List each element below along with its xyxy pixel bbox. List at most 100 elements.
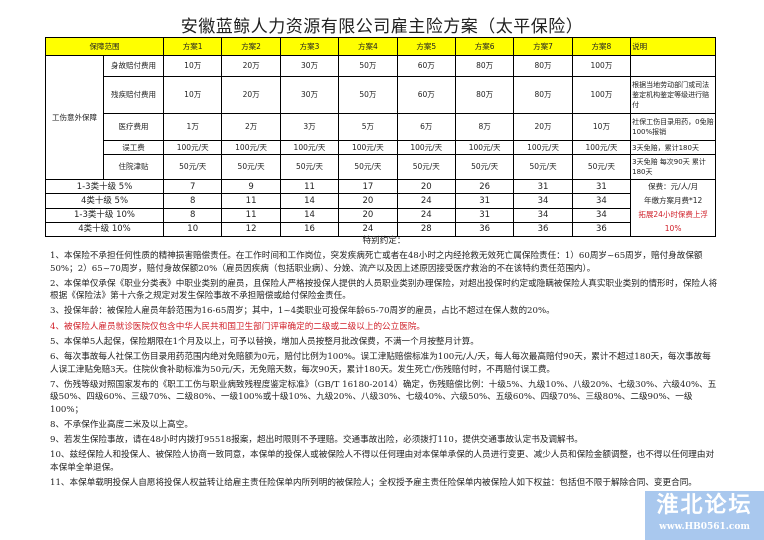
value-cell: 20万: [221, 55, 281, 77]
premium-value: 14: [279, 207, 340, 223]
premium-value: 20: [396, 178, 456, 195]
special-term-item: 11、本保单载明投保人自愿将投保人权益转让给雇主责任险保单内所列明的被保险人；全…: [50, 478, 697, 489]
special-term-item: 6、每次事故每人社保工伤目录用药范围内绝对免赔额为0元，赔付比例为100%。误工…: [50, 352, 711, 375]
premium-value: 10: [162, 221, 223, 238]
row-label: 住院津贴: [103, 154, 164, 180]
premium-value: 36: [513, 221, 573, 238]
note-cell: 3天免赔，累计180天: [630, 140, 717, 155]
premium-note: 保费：元/人/月 年缴方案月费*12 拓展24小时保费上浮10%: [630, 179, 717, 237]
value-cell: 60万: [396, 55, 456, 77]
premium-value: 31: [571, 178, 632, 195]
premium-value: 11: [279, 178, 340, 195]
group-label: 工伤意外保障: [45, 55, 104, 180]
premium-value: 36: [571, 221, 632, 238]
watermark-url: www.HB0561.com: [659, 522, 750, 532]
header-cell: 方案5: [396, 37, 456, 56]
premium-note-line: 拓展24小时保费上浮10%: [638, 210, 708, 233]
premium-value: 17: [338, 178, 398, 195]
premium-value: 12: [221, 221, 281, 238]
value-cell: 100元/天: [221, 140, 281, 155]
premium-value: 9: [221, 178, 281, 195]
value-cell: 100元/天: [338, 140, 398, 155]
value-cell: 100元/天: [454, 140, 515, 155]
header-cell: 方案4: [338, 37, 398, 56]
special-term-item: 9、若发生保险事故，请在48小时内拨打95518报案，超出时限则不予理赔。交通事…: [50, 435, 583, 446]
watermark-name: 淮北论坛: [656, 493, 753, 518]
premium-value: 8: [162, 193, 223, 209]
value-cell: 1万: [162, 113, 223, 141]
value-cell: 30万: [279, 76, 340, 114]
value-cell: 100万: [571, 55, 632, 77]
special-term-item: 2、本保单仅承保《职业分类表》中职业类别的雇员，且保险人严格按投保人提供的人员职…: [50, 278, 718, 302]
special-term-item: 3、投保年龄：被保险人雇员年龄范围为16-65周岁；其中，1~4类职业可投保年龄…: [50, 306, 555, 317]
premium-value: 28: [396, 221, 456, 238]
special-terms: 特别约定： 1、本保险不承担任何性质的精神损害赔偿责任。在工作时间和工作岗位，突…: [50, 235, 718, 489]
premium-value: 20: [338, 207, 398, 223]
premium-row: 4类十级 10% 10 12 16 24 28 36 36 36: [45, 221, 716, 238]
value-cell: 50元/天: [396, 154, 456, 180]
premium-value: 20: [338, 193, 398, 209]
premium-note-line: 年缴方案月费*12: [643, 196, 703, 205]
value-cell: 50万: [338, 76, 398, 114]
value-cell: 10万: [162, 76, 223, 114]
row-label: 残疾赔付费用: [103, 76, 164, 114]
table-row: 工伤意外保障 身故赔付费用 10万 20万 30万 50万 60万 80万 80万 100万: [45, 55, 717, 180]
value-cell: 50元/天: [221, 154, 281, 180]
value-cell: 80万: [513, 55, 573, 77]
note-cell: 根据当地劳动部门或司法鉴定机构鉴定等级进行赔付: [630, 76, 717, 114]
premium-value: 24: [396, 207, 456, 223]
note-cell: 社保工伤目录用药，0免赔100%报销: [630, 113, 717, 141]
header-cell: 方案3: [279, 37, 340, 56]
header-cell: 方案1: [162, 37, 223, 56]
premium-label: 1-3类十级 10%: [45, 207, 164, 223]
special-term-item: 7、伤残等级对照国家发布的《职工工伤与职业病致残程度鉴定标准》（GB/T 161…: [50, 379, 717, 415]
value-cell: 50万: [338, 55, 398, 77]
premium-value: 31: [513, 178, 573, 195]
premium-value: 34: [571, 193, 632, 209]
row-label: 医疗费用: [103, 113, 164, 141]
value-cell: 80万: [513, 76, 573, 114]
premium-value: 34: [571, 207, 632, 223]
special-term-item: 8、不承保作业高度二米及以上高空。: [50, 419, 193, 430]
premium-value: 7: [162, 178, 223, 195]
premium-row: 1-3类十级 10% 8 11 14 20 24 31 34 34: [45, 207, 716, 223]
premium-row: 1-3类十级 5% 7 9 11 17 20 26 31 31 保费：元/人/月 年缴方案月费*12…: [45, 178, 717, 237]
value-cell: 50元/天: [162, 154, 223, 180]
note-cell: 3天免赔 每次90天 累计180天: [630, 154, 717, 180]
value-cell: 100元/天: [571, 140, 632, 155]
value-cell: 50元/天: [454, 154, 515, 180]
value-cell: 20万: [221, 76, 281, 114]
premium-value: 31: [454, 207, 515, 223]
special-term-item: 10、兹经保险人和投保人、被保险人协商一致同意，本保单的投保人或被保险人不得以任…: [50, 450, 715, 473]
value-cell: 3万: [279, 113, 340, 141]
row-label: 误工费: [103, 140, 164, 155]
page-title: 安徽蓝鲸人力资源有限公司雇主险方案（太平保险）: [180, 17, 584, 37]
premium-value: 16: [279, 221, 340, 238]
premium-value: 11: [221, 207, 281, 223]
watermark-logo: 淮北论坛 www.HB0561.com: [645, 491, 764, 540]
value-cell: 10万: [162, 55, 223, 77]
table-row: 误工费 100元/天 100元/天 100元/天 100元/天 100元/天 100元/天 1…: [46, 140, 717, 155]
premium-row: 4类十级 5% 8 11 14 20 24 31 34 34: [45, 193, 716, 209]
value-cell: 100元/天: [396, 140, 456, 155]
premium-value: 24: [396, 193, 456, 209]
value-cell: 100元/天: [513, 140, 573, 155]
special-terms-heading: 特别约定：: [362, 236, 406, 246]
premium-note-line: 保费：元/人/月: [648, 182, 699, 191]
premium-value: 34: [513, 207, 573, 223]
value-cell: 5万: [338, 113, 398, 141]
header-cell: 方案6: [454, 37, 515, 56]
premium-value: 26: [454, 178, 515, 195]
table-row: 残疾赔付费用 10万 20万 30万 50万 60万 80万 80万 100万 根据当地劳动部门或…: [46, 76, 717, 114]
value-cell: 2万: [221, 113, 281, 141]
value-cell: 6万: [396, 113, 456, 141]
premium-value: 34: [513, 193, 573, 209]
table-row: 医疗费用 1万 2万 3万 5万 6万 8万 20万 10万 社保工伤目录用药，0免赔100%报销: [46, 113, 717, 141]
value-cell: 20万: [513, 113, 573, 141]
premium-value: 36: [454, 221, 515, 238]
header-cell: 方案8: [571, 37, 632, 56]
value-cell: 100元/天: [279, 140, 340, 155]
value-cell: 80万: [454, 76, 515, 114]
special-term-item: 1、本保险不承担任何性质的精神损害赔偿责任。在工作时间和工作岗位，突发疾病死亡或…: [50, 251, 703, 274]
special-term-item: 5、本保单5人起保，保险期限在1个月及以上，可予以替换，增加人员按整月批改保费，…: [50, 337, 479, 348]
